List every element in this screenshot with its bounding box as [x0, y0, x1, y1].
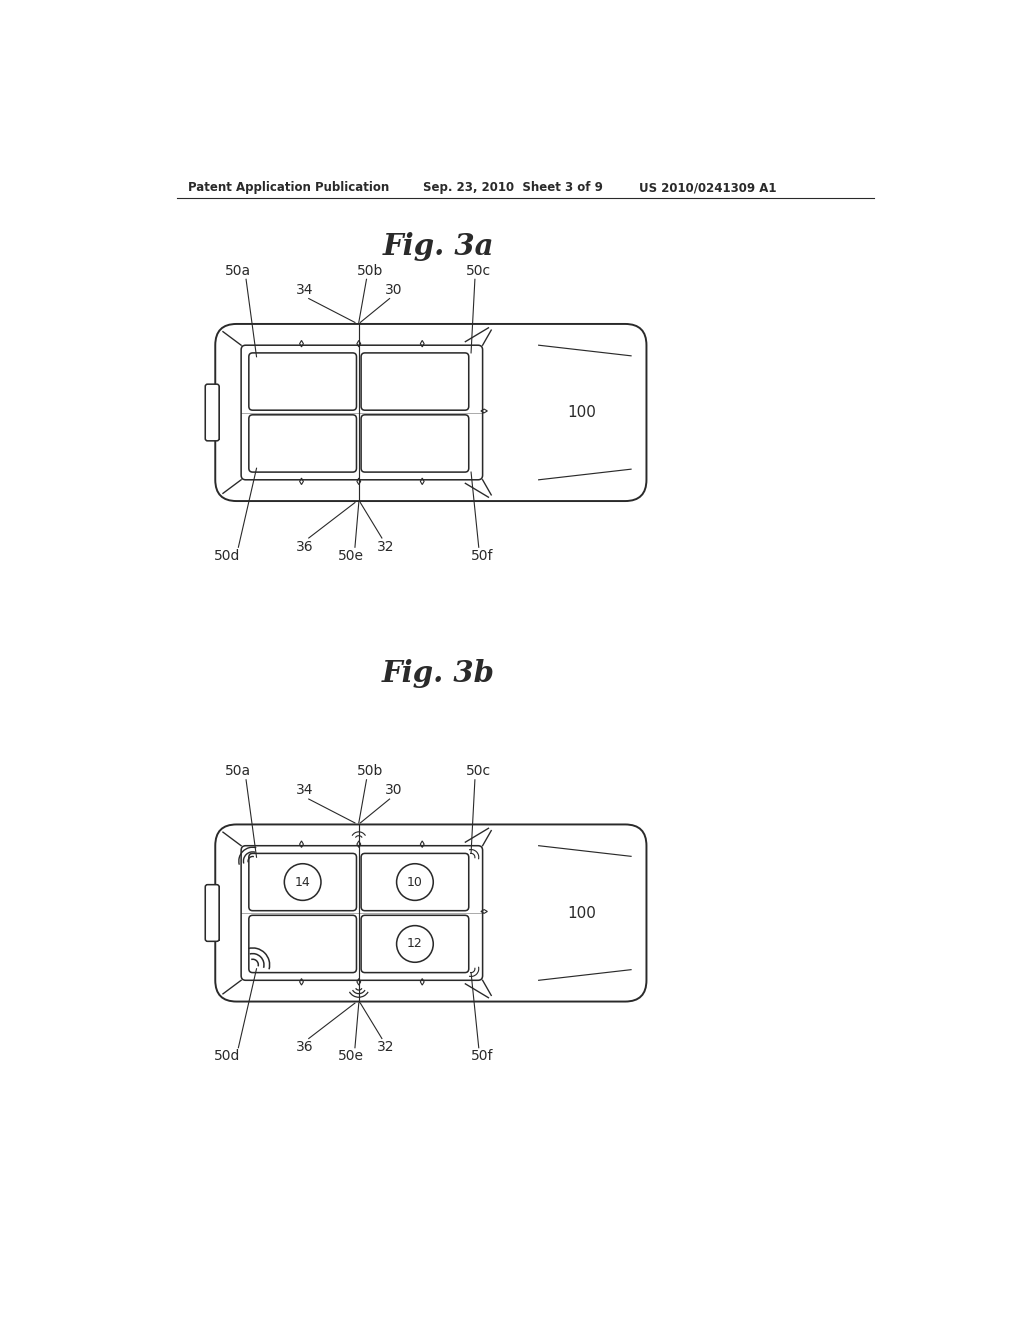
Text: 32: 32 — [377, 1040, 394, 1055]
Text: 50d: 50d — [214, 1049, 240, 1064]
Text: 50e: 50e — [338, 1049, 365, 1064]
Circle shape — [396, 925, 433, 962]
Text: 34: 34 — [296, 784, 313, 797]
Text: 50c: 50c — [466, 764, 492, 779]
Text: 34: 34 — [296, 282, 313, 297]
Circle shape — [396, 863, 433, 900]
Circle shape — [285, 863, 321, 900]
Text: 10: 10 — [407, 875, 423, 888]
Text: US 2010/0241309 A1: US 2010/0241309 A1 — [639, 181, 776, 194]
Text: 50b: 50b — [357, 764, 384, 779]
Text: 50a: 50a — [225, 764, 252, 779]
Text: 50a: 50a — [225, 264, 252, 277]
Text: 30: 30 — [385, 282, 402, 297]
Text: 36: 36 — [296, 1040, 313, 1055]
Text: 100: 100 — [567, 405, 596, 420]
Text: 30: 30 — [385, 784, 402, 797]
Text: Patent Application Publication: Patent Application Publication — [188, 181, 389, 194]
Text: 50b: 50b — [357, 264, 384, 277]
Text: 50c: 50c — [466, 264, 492, 277]
Text: 50d: 50d — [214, 549, 240, 562]
Text: Fig. 3a: Fig. 3a — [383, 231, 495, 260]
Text: 12: 12 — [408, 937, 423, 950]
Text: 100: 100 — [567, 906, 596, 920]
FancyBboxPatch shape — [205, 384, 219, 441]
Text: 14: 14 — [295, 875, 310, 888]
Text: Sep. 23, 2010  Sheet 3 of 9: Sep. 23, 2010 Sheet 3 of 9 — [423, 181, 603, 194]
Text: Fig. 3b: Fig. 3b — [382, 659, 495, 688]
FancyBboxPatch shape — [205, 884, 219, 941]
Text: 50e: 50e — [338, 549, 365, 562]
Text: 36: 36 — [296, 540, 313, 553]
Text: 50f: 50f — [471, 549, 494, 562]
Text: 50f: 50f — [471, 1049, 494, 1064]
Text: 32: 32 — [377, 540, 394, 553]
